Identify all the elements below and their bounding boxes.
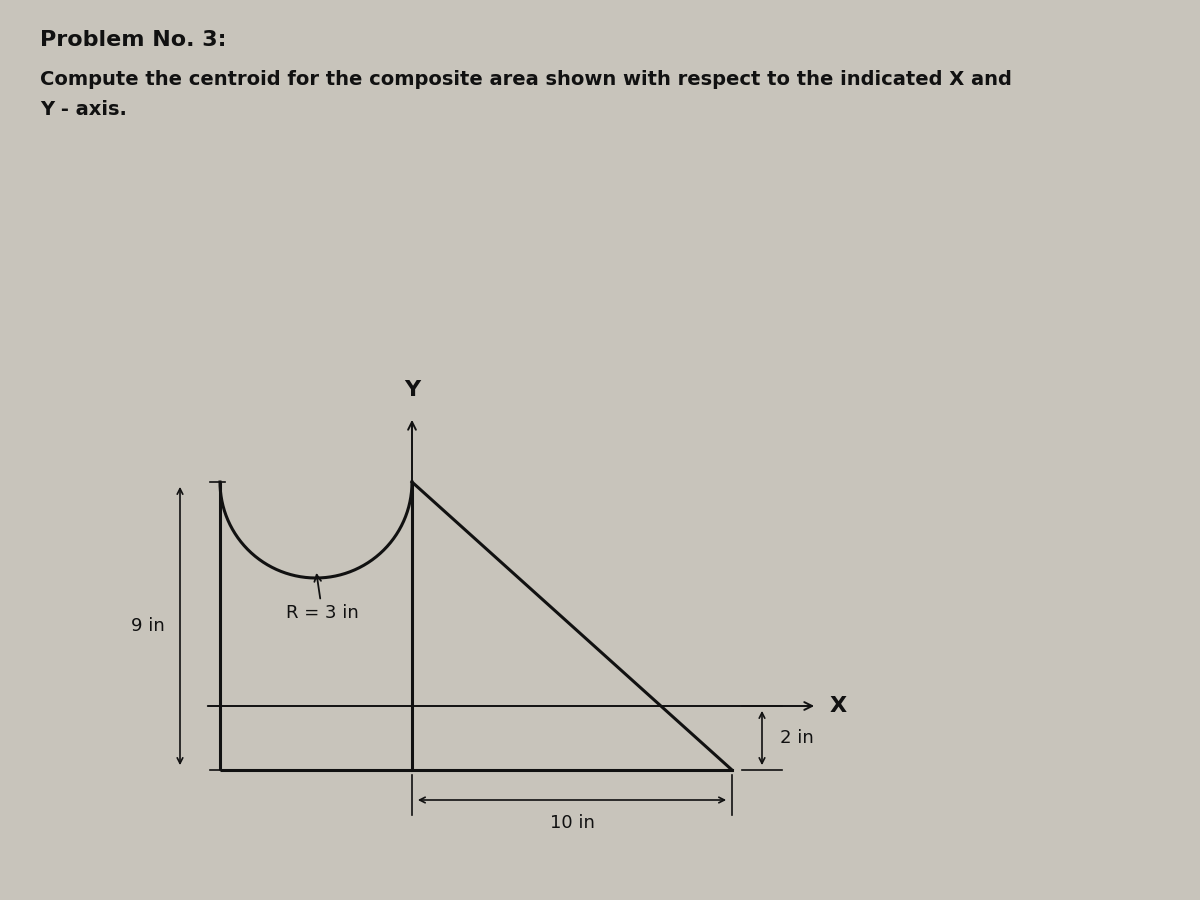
- Text: 2 in: 2 in: [780, 729, 814, 747]
- Text: Compute the centroid for the composite area shown with respect to the indicated : Compute the centroid for the composite a…: [40, 70, 1012, 89]
- Text: Y: Y: [404, 380, 420, 400]
- Text: Y - axis.: Y - axis.: [40, 100, 127, 119]
- Text: 9 in: 9 in: [131, 617, 166, 635]
- Text: Problem No. 3:: Problem No. 3:: [40, 30, 227, 50]
- Text: R = 3 in: R = 3 in: [286, 575, 359, 622]
- Text: 10 in: 10 in: [550, 814, 594, 832]
- Text: X: X: [830, 696, 847, 716]
